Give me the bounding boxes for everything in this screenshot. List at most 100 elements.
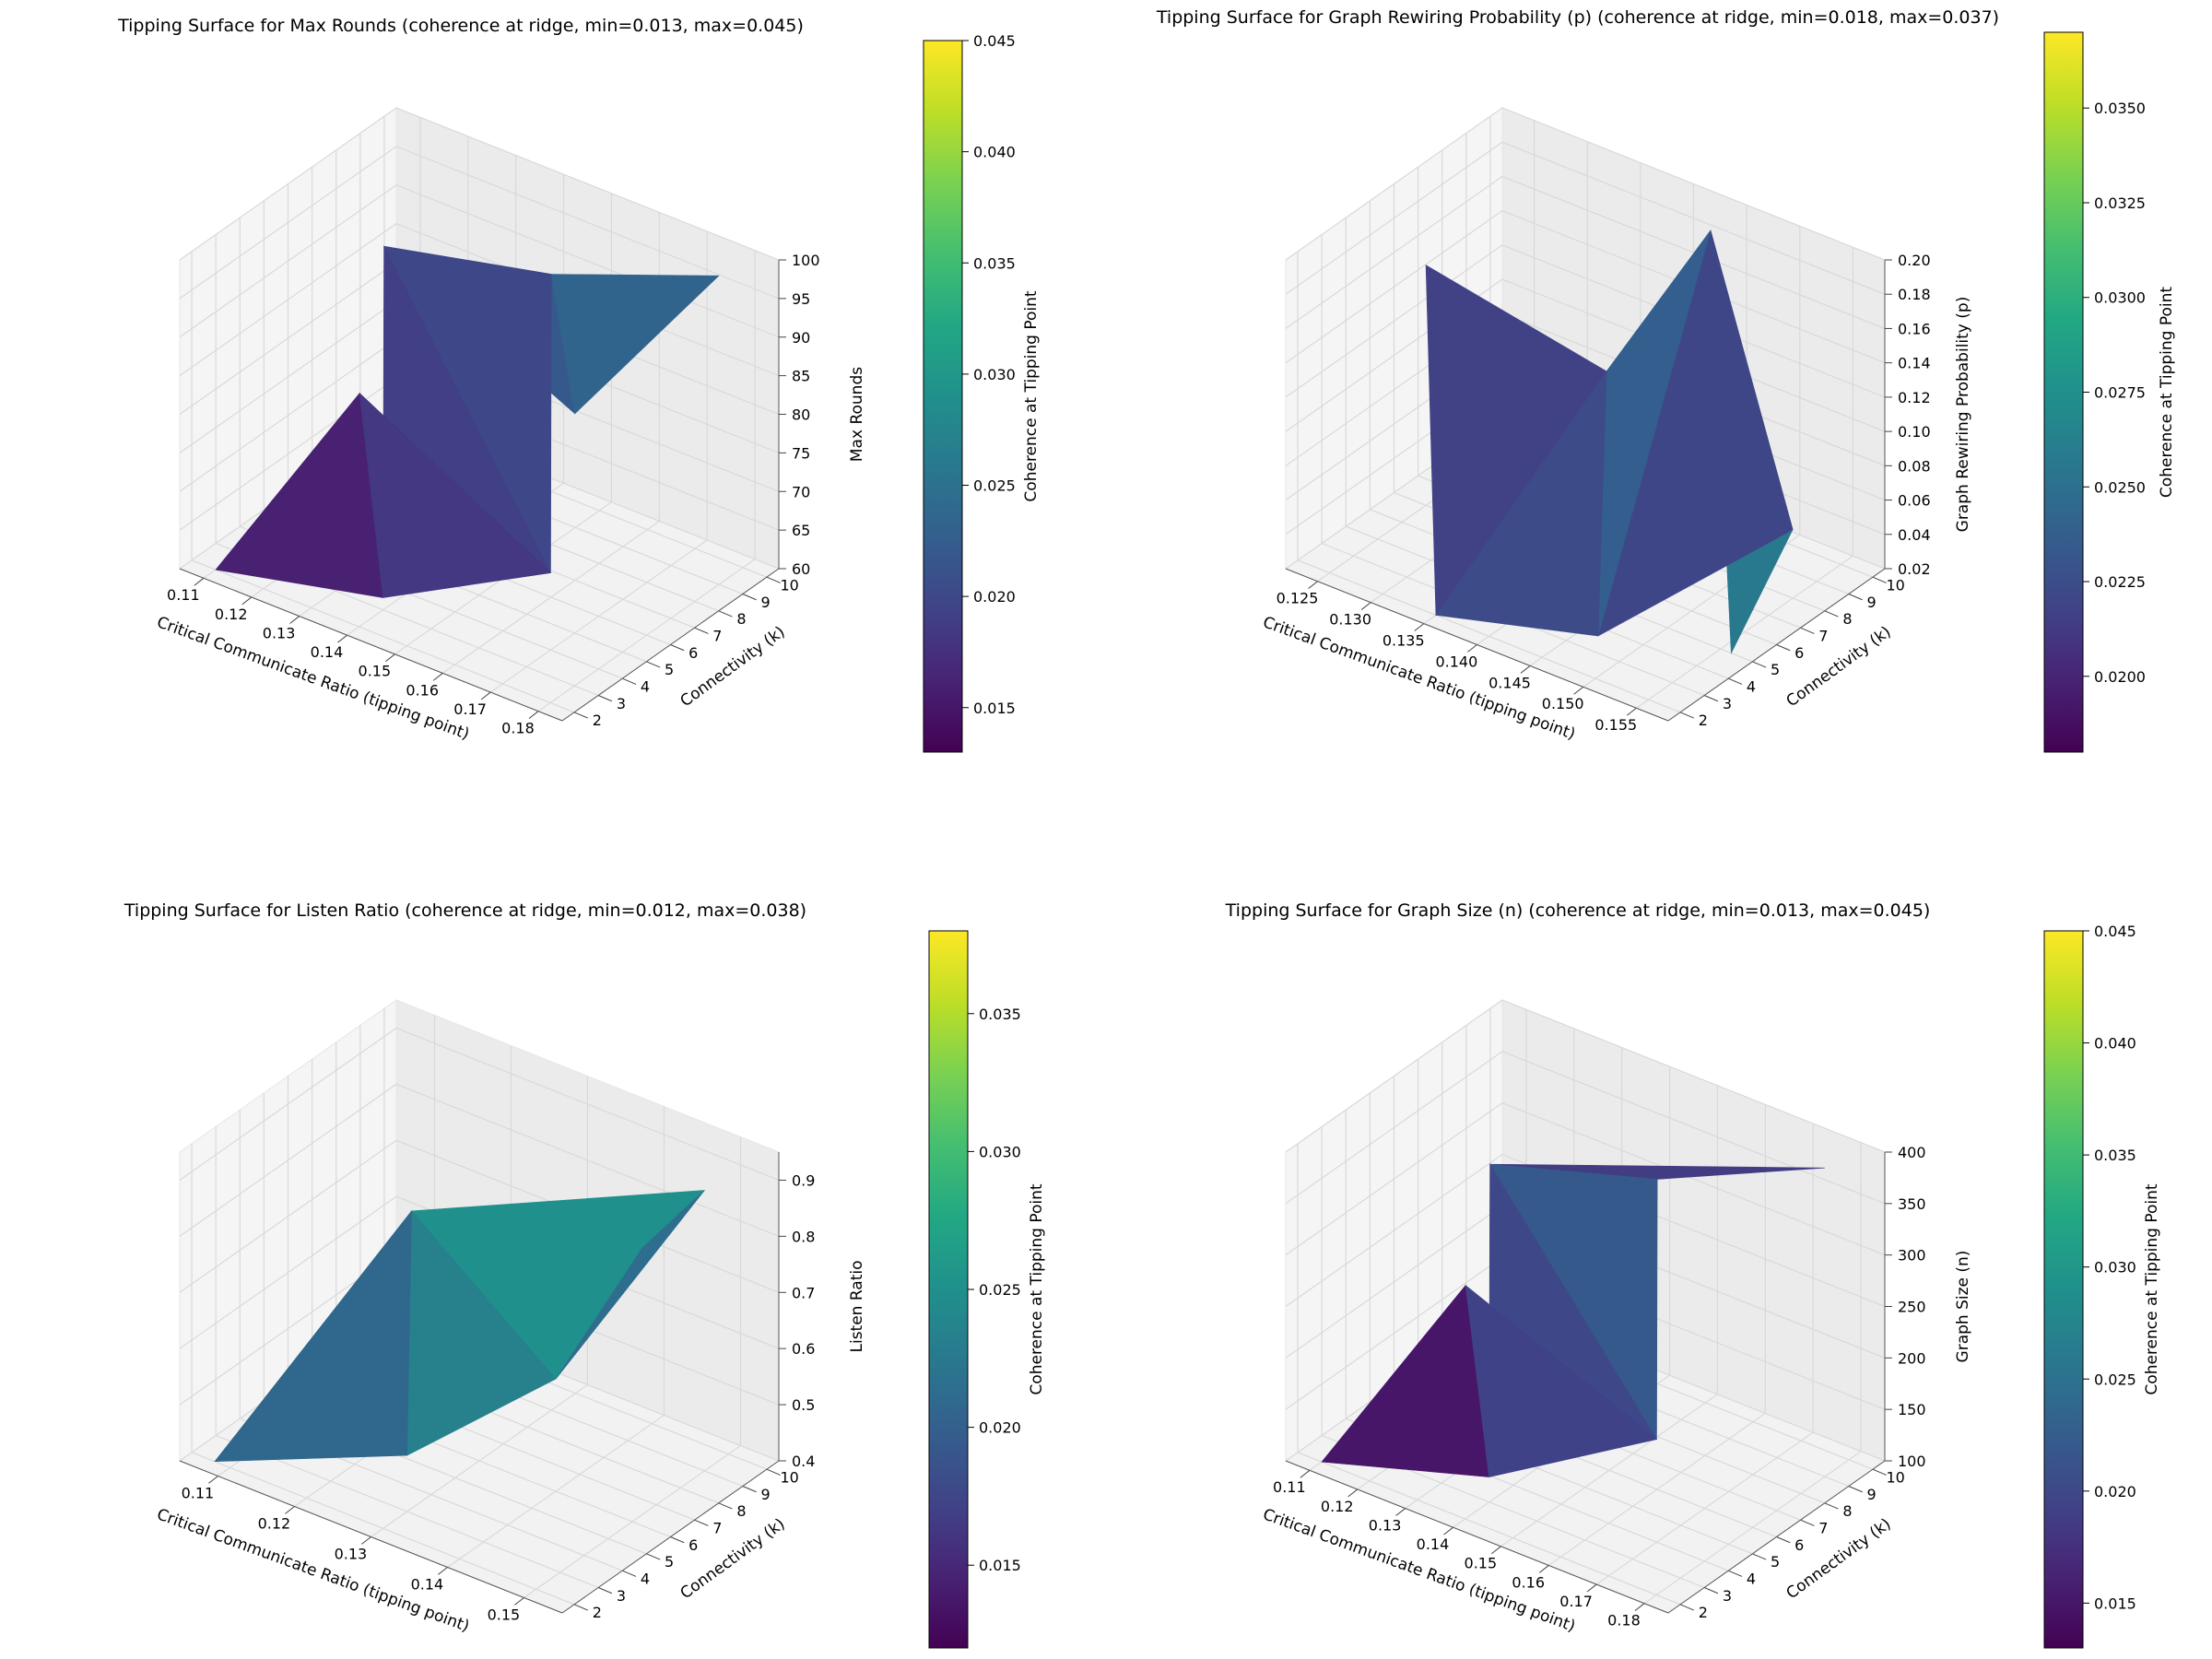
panel-2: 0.125 0.130 0.135 0.140 0.145 0.150 0.155 23456…	[1260, 107, 1972, 744]
x-tick-mark	[1347, 1488, 1359, 1498]
colorbar-tick-label: 0.020	[973, 588, 1016, 606]
x-tick-mark	[1634, 1603, 1645, 1611]
y-tick-label: 7	[1818, 627, 1828, 644]
x-tick-mark	[1538, 1565, 1549, 1573]
y-tick-mark	[1728, 677, 1743, 685]
colorbar-tick-label: 0.030	[979, 1143, 1021, 1160]
panel-4: 0.11 0.12 0.13 0.14 0.15 0.16 0.17 0.18 23456789…	[1260, 999, 1972, 1636]
y-tick-label: 4	[1747, 1570, 1756, 1587]
z-tick-label: 90	[792, 329, 810, 347]
y-tick-label: 3	[1723, 695, 1732, 712]
colorbar-label: Coherence at Tipping Point	[2158, 287, 2176, 498]
x-tick-label: 0.135	[1382, 631, 1425, 649]
x-tick-label: 0.15	[1465, 1555, 1498, 1572]
y-tick-mark	[1824, 610, 1839, 618]
z-tick-label: 0.7	[792, 1284, 815, 1301]
colorbar-tick-label: 0.035	[973, 254, 1016, 272]
y-tick-mark	[1800, 1519, 1815, 1526]
colorbar-tick-label: 0.040	[2094, 1035, 2136, 1053]
panel-1: 0.110.120.130.140.150.160.170.18 23456789…	[154, 107, 866, 744]
z-tick-label: 80	[792, 406, 810, 424]
x-tick-label: 0.18	[1607, 1612, 1641, 1630]
y-tick-mark	[670, 1536, 685, 1544]
colorbar-tick-label: 0.0300	[2094, 289, 2146, 307]
colorbar-tick-label: 0.015	[973, 700, 1016, 717]
z-tick-label: 0.08	[1898, 457, 1931, 475]
y-tick-label: 6	[688, 644, 698, 662]
y-tick-label: 4	[641, 1570, 650, 1587]
colorbar-tick-label: 0.040	[973, 144, 1016, 161]
y-tick-mark	[1872, 1468, 1887, 1476]
y-tick-label: 2	[1699, 712, 1708, 729]
x-tick-label: 0.140	[1435, 653, 1477, 670]
x-tick-label: 0.12	[1321, 1498, 1354, 1515]
z-axis-label: Listen Ratio	[848, 1261, 866, 1353]
y-tick-label: 2	[593, 712, 602, 729]
y-tick-label: 9	[760, 594, 770, 611]
z-gridline	[179, 1195, 780, 1349]
x-tick-label: 0.15	[488, 1606, 521, 1623]
z-gridline	[1285, 1101, 1886, 1256]
y-tick-mark	[742, 1486, 757, 1493]
y-tick-mark	[646, 1553, 661, 1560]
x-tick-mark	[208, 1476, 218, 1484]
x-tick-label: 0.11	[182, 1484, 215, 1501]
chart-title: Tipping Surface for Listen Ratio (cohere…	[124, 900, 806, 921]
y-tick-mark	[1752, 1553, 1767, 1560]
colorbar	[928, 930, 969, 1649]
colorbar-tick-label: 0.025	[979, 1281, 1021, 1299]
y-tick-mark	[670, 644, 685, 652]
y-tick-mark	[1824, 1502, 1839, 1510]
y-tick-mark	[766, 576, 781, 583]
y-tick-label: 5	[665, 1553, 674, 1571]
z-tick-label: 75	[792, 444, 810, 462]
y-axis-line	[561, 1460, 780, 1614]
z-tick-label: 0.9	[792, 1171, 815, 1189]
x-tick-label: 0.13	[335, 1545, 368, 1562]
y-tick-label: 10	[781, 576, 799, 594]
colorbar	[2043, 930, 2084, 1649]
z-tick-label: 0.5	[792, 1396, 815, 1414]
x-tick-label: 0.15	[359, 663, 392, 680]
surface-facet	[214, 1209, 412, 1463]
z-axis-label: Graph Rewiring Probability (p)	[1954, 297, 1972, 533]
y-tick-label: 10	[1887, 1468, 1905, 1486]
colorbar-tick-label: 0.025	[2094, 1371, 2136, 1388]
y-tick-mark	[1679, 712, 1695, 719]
y-tick-mark	[622, 1570, 637, 1577]
colorbar-label: Coherence at Tipping Point	[1022, 290, 1041, 501]
z-gridline	[1285, 141, 1886, 295]
x-tick-mark	[1586, 1583, 1597, 1593]
z-tick-label: 150	[1898, 1401, 1926, 1418]
x-tick-label: 0.125	[1277, 590, 1319, 607]
y-tick-mark	[1728, 1570, 1743, 1577]
x-tick-mark	[1491, 1546, 1501, 1555]
y-tick-mark	[646, 661, 661, 668]
y-tick-label: 7	[1818, 1519, 1828, 1536]
z-tick-label: 85	[792, 368, 810, 385]
x-axis-line	[179, 1460, 563, 1614]
colorbar-tick-label: 0.020	[2094, 1483, 2136, 1500]
y-axis-label: Connectivity (k)	[1783, 623, 1895, 712]
x-tick-label: 0.14	[1417, 1535, 1450, 1553]
x-tick-label: 0.11	[167, 586, 200, 604]
x-tick-mark	[194, 577, 205, 586]
y-tick-mark	[1872, 576, 1887, 583]
y-tick-mark	[694, 1519, 709, 1526]
y-tick-mark	[1679, 1604, 1695, 1611]
x-tick-label: 0.17	[453, 700, 487, 718]
x-tick-mark	[1360, 602, 1371, 610]
z-tick-label: 0.20	[1898, 252, 1931, 269]
y-tick-mark	[1752, 661, 1767, 668]
colorbar-tick-label: 0.020	[979, 1419, 1021, 1437]
z-gridline	[179, 1027, 780, 1182]
colorbar-tick-label: 0.035	[979, 1006, 1021, 1023]
z-axis-label: Max Rounds	[848, 367, 866, 462]
x-tick-mark	[361, 1536, 371, 1545]
x-tick-mark	[514, 1597, 524, 1606]
surface-facet	[555, 1190, 705, 1380]
chart-title: Tipping Surface for Graph Size (n) (cohe…	[1225, 900, 1931, 921]
y-tick-label: 7	[712, 1519, 722, 1536]
